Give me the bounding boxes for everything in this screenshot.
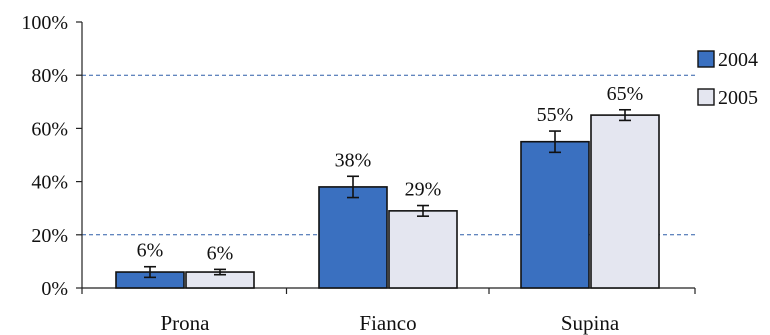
category-label-fianco: Fianco — [359, 311, 416, 335]
data-label-fianco-2004: 38% — [335, 149, 372, 171]
error-bar-supina-2005 — [619, 108, 631, 122]
bar-fianco-2004 — [318, 186, 388, 289]
bar-supina-2005 — [590, 114, 660, 289]
data-labels: 6% 6% 38% 29% 55% 65% — [137, 83, 644, 265]
legend: 2004 2005 — [697, 49, 758, 109]
bars — [115, 114, 660, 289]
category-label-supina: Supina — [561, 311, 620, 335]
error-bar-fianco-2004 — [347, 175, 359, 199]
legend-label-2004: 2004 — [718, 49, 758, 71]
data-label-supina-2005: 65% — [607, 83, 644, 105]
bar-fianco-2005 — [388, 210, 458, 289]
category-label-prona: Prona — [161, 311, 211, 335]
legend-swatch-2005 — [697, 88, 715, 106]
error-bar-fianco-2005 — [417, 204, 429, 217]
legend-swatch-2004 — [697, 50, 715, 68]
legend-label-2005: 2005 — [718, 87, 758, 109]
error-bar-prona-2005 — [214, 268, 226, 276]
y-tick-label-80: 80% — [31, 65, 68, 87]
y-tick-label-20: 20% — [31, 225, 68, 247]
y-tick-label-0: 0% — [41, 278, 68, 300]
error-bar-supina-2004 — [549, 130, 561, 154]
y-tick-label-40: 40% — [31, 172, 68, 194]
y-tick-labels: 0% 20% 40% 60% 80% 100% — [21, 12, 68, 300]
data-label-prona-2004: 6% — [137, 240, 164, 262]
error-bars — [144, 108, 631, 279]
data-label-prona-2005: 6% — [207, 242, 234, 264]
y-tick-label-60: 60% — [31, 118, 68, 140]
bar-supina-2004 — [520, 140, 590, 289]
data-label-supina-2004: 55% — [537, 104, 574, 126]
category-labels: Prona Fianco Supina — [161, 311, 620, 335]
data-label-fianco-2005: 29% — [405, 179, 442, 201]
y-tick-label-100: 100% — [21, 12, 68, 34]
error-bar-prona-2004 — [144, 265, 156, 279]
